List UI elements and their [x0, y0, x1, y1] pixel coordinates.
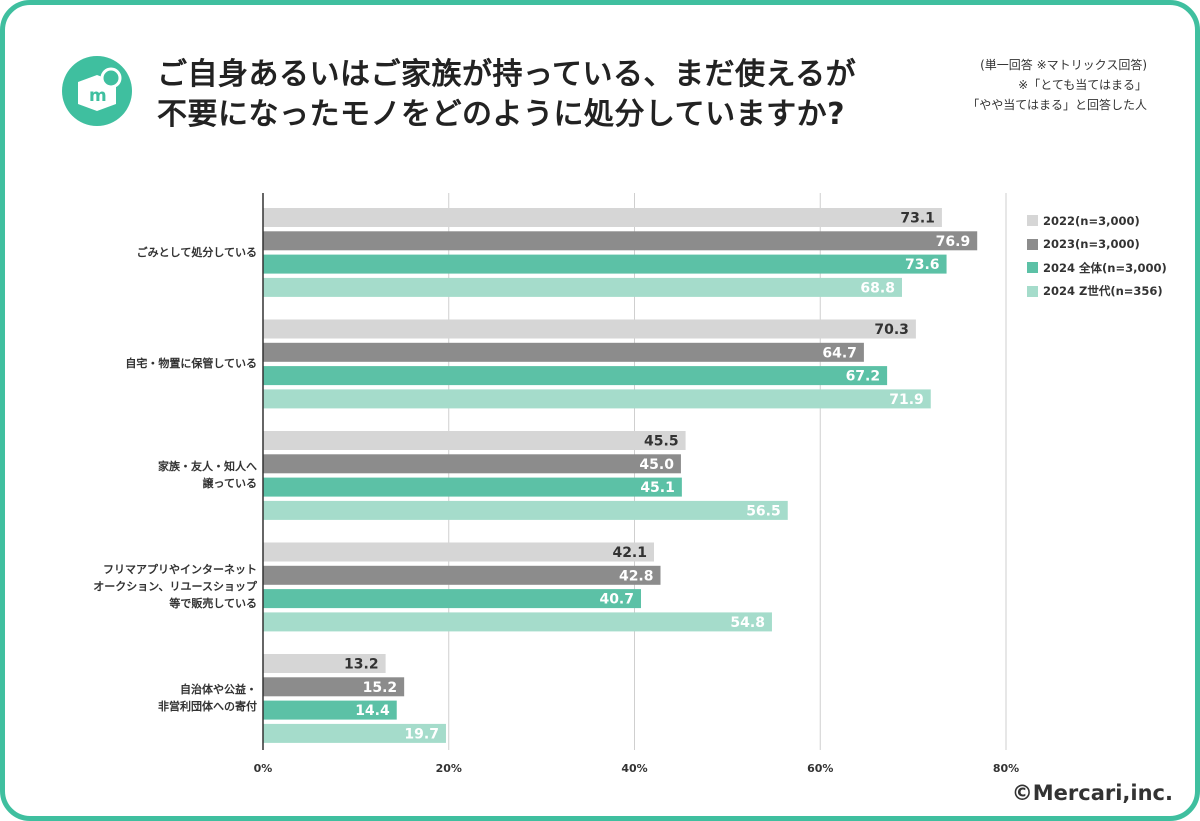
bar-value-label: 19.7: [404, 726, 439, 742]
category-label-line: 自宅・物置に保管している: [125, 357, 257, 371]
bar-value-label: 71.9: [889, 392, 924, 408]
bar: [263, 677, 405, 697]
bar-value-label: 67.2: [846, 369, 881, 385]
bar-value-label: 70.3: [874, 322, 909, 338]
chart-title: ご自身あるいはご家族が持っている、まだ使えるが 不要になったモノをどのように処分…: [157, 55, 856, 135]
bar-value-label: 45.5: [644, 434, 679, 450]
legend-label: 2022(n=3,000): [1043, 213, 1140, 228]
bar: [263, 431, 686, 450]
legend-label: 2024 全体(n=3,000): [1043, 260, 1167, 275]
bar-value-label: 76.9: [936, 234, 971, 250]
x-tick-label: 0%: [254, 762, 273, 775]
bar: [263, 342, 864, 362]
legend-swatch: [1027, 285, 1038, 297]
legend-label: 2023(n=3,000): [1043, 237, 1140, 252]
logo-letter: m: [89, 86, 107, 106]
bar: [263, 208, 942, 227]
bar-value-label: 45.1: [640, 480, 675, 496]
category-label-line: 非営利団体への寄付: [158, 700, 257, 714]
x-tick-label: 40%: [621, 762, 647, 775]
x-tick-label: 60%: [807, 762, 833, 775]
bar: [263, 319, 916, 339]
chart-note: (単一回答 ※マトリックス回答) ※「とても当てはまる」 「やや当てはまる」と回…: [967, 55, 1147, 115]
chart-legend: 2022(n=3,000) 2023(n=3,000) 2024 全体(n=3,00…: [1027, 209, 1167, 303]
bar: [263, 366, 888, 386]
bar: [263, 231, 978, 251]
bar: [263, 700, 397, 720]
bar-chart: 0% 20% 40% 60% 80% 73.176.9 73.6 68.8 70.3 64.7 67…: [254, 193, 1019, 775]
bar: [263, 589, 642, 609]
category-label-line: フリマアプリやインターネット: [103, 563, 257, 577]
bar-value-label: 13.2: [344, 657, 379, 673]
x-tick-label: 20%: [436, 762, 462, 775]
bar-value-label: 45.0: [639, 457, 674, 473]
legend-label: 2024 Z世代(n=356): [1043, 284, 1163, 299]
legend-item: 2023(n=3,000): [1027, 233, 1167, 257]
bar: [263, 612, 772, 632]
mercari-box-icon: m: [62, 56, 132, 126]
bar: [263, 542, 655, 562]
chart-title-line-1: ご自身あるいはご家族が持っている、まだ使えるが: [157, 57, 857, 92]
bar-value-label: 42.8: [619, 568, 654, 584]
bar-value-label: 40.7: [599, 592, 634, 608]
bar: [263, 500, 788, 520]
bar-value-label: 73.1: [900, 211, 935, 227]
bar: [263, 277, 902, 297]
bar: [263, 254, 947, 274]
category-label: 家族・友人・知人へ譲っている: [65, 458, 257, 492]
copyright-text: ©Mercari,inc.: [1011, 781, 1173, 805]
legend-item: 2022(n=3,000): [1027, 209, 1167, 233]
bar-value-label: 14.4: [355, 703, 390, 719]
bar-value-label: 64.7: [822, 345, 857, 361]
chart-note-line-1: (単一回答 ※マトリックス回答): [980, 58, 1147, 72]
category-label-line: 譲っている: [202, 477, 257, 491]
bar: [263, 723, 446, 743]
bar-value-label: 42.1: [612, 545, 647, 561]
category-label: ごみとして処分している: [65, 244, 257, 261]
bar-value-label: 54.8: [730, 615, 765, 631]
bar-value-label: 68.8: [860, 280, 895, 296]
bar: [263, 654, 386, 673]
category-label-line: オークション、リユースショップ: [93, 580, 257, 594]
chart-title-line-2: 不要になったモノをどのように処分していますか?: [157, 97, 846, 132]
chart-note-line-3: 「やや当てはまる」と回答した人: [967, 98, 1147, 112]
bar: [263, 565, 661, 585]
category-label-line: 等で販売している: [169, 597, 257, 611]
category-label: 自宅・物置に保管している: [65, 355, 257, 372]
category-label-line: 家族・友人・知人へ: [158, 460, 257, 474]
category-label-line: 自治体や公益・: [180, 683, 257, 697]
bar-value-label: 56.5: [746, 503, 781, 519]
legend-swatch: [1027, 238, 1038, 250]
x-tick-label: 80%: [993, 762, 1019, 775]
legend-item: 2024 全体(n=3,000): [1027, 256, 1167, 280]
bar-value-label: 73.6: [905, 257, 940, 273]
category-label: フリマアプリやインターネットオークション、リユースショップ等で販売している: [65, 561, 257, 612]
category-label: 自治体や公益・非営利団体への寄付: [65, 681, 257, 715]
bar: [263, 477, 682, 497]
legend-item: 2024 Z世代(n=356): [1027, 280, 1167, 304]
chart-note-line-2: ※「とても当てはまる」: [1018, 78, 1147, 92]
bar: [263, 389, 931, 409]
category-label-line: ごみとして処分している: [136, 245, 257, 259]
legend-swatch: [1027, 215, 1038, 227]
bar-value-label: 15.2: [363, 680, 398, 696]
legend-swatch: [1027, 262, 1038, 274]
bar: [263, 454, 681, 474]
